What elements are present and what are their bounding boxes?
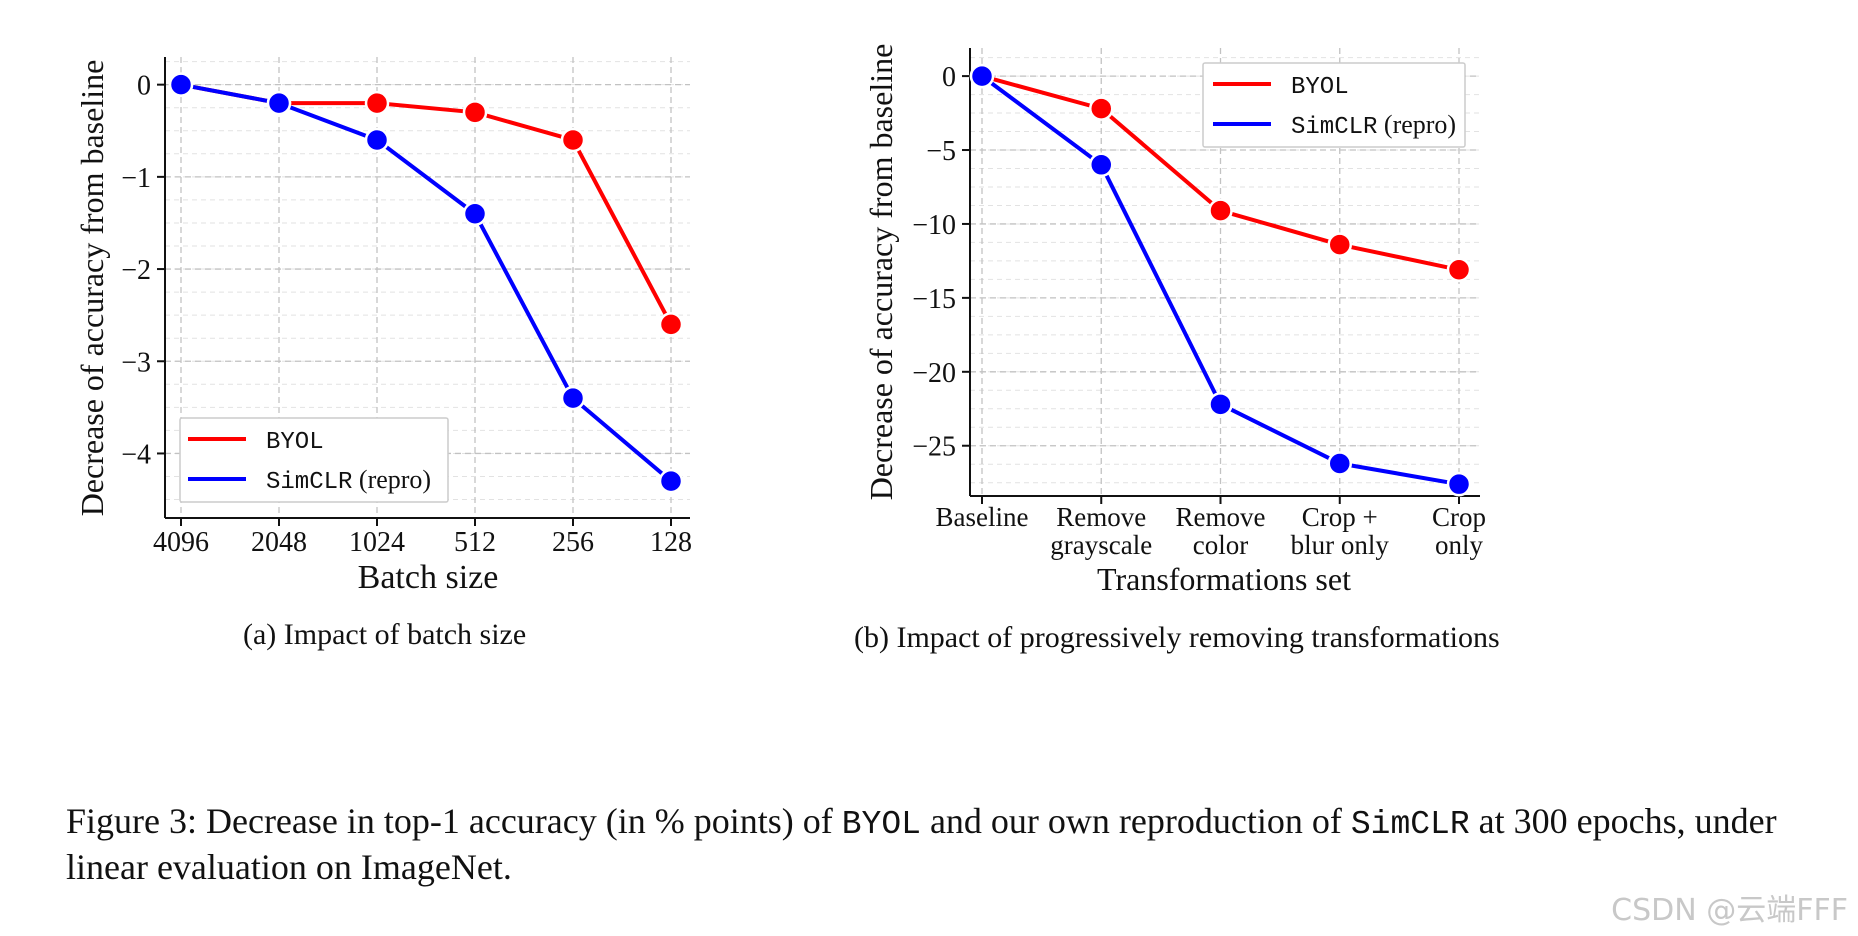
- chart-a-x-ticks: 4096 2048 1024 512 256 128: [153, 518, 692, 558]
- x-tick-label: Baseline: [936, 502, 1029, 532]
- chart-b-caption: (b) Impact of progressively removing tra…: [854, 621, 1500, 654]
- x-tick-label: only: [1435, 530, 1484, 560]
- data-point-byol: [462, 100, 488, 125]
- x-tick-label: 256: [552, 527, 594, 558]
- chart-b-ylabel: Decrease of accuracy from baseline: [863, 44, 899, 501]
- y-tick-label: 0: [942, 62, 956, 93]
- chart-b-legend: BYOL SimCLR (repro): [1202, 62, 1466, 148]
- data-point-byol: [364, 90, 390, 116]
- x-tick-label: blur only: [1291, 530, 1390, 560]
- legend-label: BYOL: [1291, 74, 1349, 101]
- chart-b-y-ticks: 0 −5 −10 −15 −20 −25: [912, 62, 970, 463]
- x-tick-label: 1024: [349, 527, 405, 558]
- y-tick-label: −10: [912, 210, 956, 241]
- data-point-simclr: [1446, 471, 1472, 497]
- legend-label: SimCLR (repro): [266, 465, 431, 496]
- data-point-simclr: [1089, 152, 1114, 178]
- legend-label: BYOL: [266, 429, 324, 456]
- chart-b-axes: [969, 48, 1480, 497]
- data-point-simclr: [658, 468, 684, 494]
- data-point-simclr: [1208, 392, 1233, 417]
- data-point-simclr: [168, 72, 194, 97]
- data-point-simclr: [560, 385, 586, 411]
- chart-a-legend: BYOL SimCLR (repro): [179, 417, 449, 503]
- chart-b-xlabel: Transformations set: [1097, 561, 1351, 597]
- x-tick-label: 2048: [251, 527, 307, 558]
- figure-caption-text-2: and our own reproduction of: [920, 801, 1351, 841]
- watermark: CSDN @云端FFF: [1611, 893, 1848, 928]
- figure-caption-byol: BYOL: [841, 806, 921, 843]
- series-line-byol: [180, 82, 673, 326]
- legend-label: SimCLR (repro): [1291, 110, 1456, 141]
- y-tick-label: −2: [121, 255, 151, 286]
- y-tick-label: −3: [121, 347, 151, 378]
- chart-b-series: [969, 63, 1472, 497]
- data-point-byol: [1327, 232, 1352, 257]
- figure-caption-simclr: SimCLR: [1350, 806, 1470, 843]
- x-tick-label: 4096: [153, 527, 209, 558]
- x-tick-label: Remove: [1056, 502, 1146, 532]
- y-tick-label: −25: [912, 432, 956, 463]
- chart-a-xlabel: Batch size: [358, 559, 499, 596]
- chart-a-y-ticks: 0 −1 −2 −3 −4: [121, 71, 165, 470]
- x-tick-label: color: [1193, 530, 1248, 560]
- chart-b: 0−5−10−15−20−25 Baseline RemovegrayscaleR…: [863, 44, 1486, 597]
- chart-a-caption: (a) Impact of batch size: [243, 618, 527, 651]
- data-point-simclr: [969, 63, 995, 89]
- x-tick-label: Crop: [1432, 502, 1486, 532]
- chart-a-ylabel: Decrease of accuracy from baseline: [74, 60, 110, 517]
- y-tick-label: −15: [912, 284, 956, 315]
- data-point-simclr: [364, 127, 390, 153]
- data-point-simclr: [462, 201, 488, 226]
- y-tick-label: −1: [121, 163, 151, 194]
- chart-a-series: [168, 72, 684, 494]
- figure-caption: Figure 3: Decrease in top-1 accuracy (in…: [66, 800, 1786, 888]
- x-tick-label: grayscale: [1050, 530, 1152, 560]
- data-point-byol: [1208, 198, 1233, 223]
- data-point-byol: [1446, 257, 1472, 283]
- figure-caption-text-1: Figure 3: Decrease in top-1 accuracy (in…: [66, 801, 842, 841]
- chart-a-axes: [164, 57, 690, 519]
- y-tick-label: −5: [926, 136, 956, 167]
- x-tick-label: 512: [454, 527, 496, 558]
- figure-caption-text-3: at 300 epochs, under linear evaluation o…: [66, 801, 1777, 887]
- data-point-byol: [560, 127, 586, 153]
- y-tick-label: −4: [121, 439, 151, 470]
- data-point-byol: [658, 312, 684, 337]
- x-tick-label: Remove: [1176, 502, 1266, 532]
- y-tick-label: −20: [912, 358, 956, 389]
- data-point-simclr: [266, 90, 292, 116]
- x-tick-label: 128: [650, 527, 692, 558]
- data-point-simclr: [1327, 451, 1352, 476]
- y-tick-label: 0: [137, 71, 151, 102]
- series-line-simclr: [180, 82, 673, 483]
- x-tick-label: Crop +: [1302, 502, 1378, 532]
- data-point-byol: [1089, 96, 1114, 121]
- chart-a: 0 −1 −2 −3 −4 4096 2048 1024 512 256 128 BYOL SimC…: [74, 57, 692, 596]
